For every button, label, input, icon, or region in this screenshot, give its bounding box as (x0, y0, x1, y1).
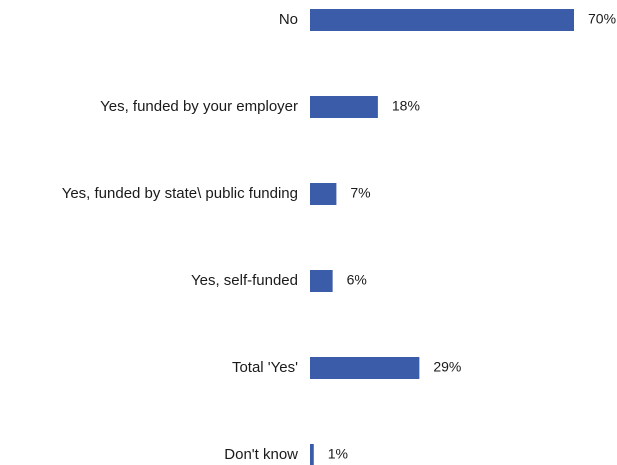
bars-group (310, 9, 574, 465)
category-label-0: No (279, 11, 298, 28)
bar-3 (310, 270, 333, 292)
category-label-5: Don't know (224, 446, 298, 463)
bar-4 (310, 357, 420, 379)
category-labels-group: No Yes, funded by your employer Yes, funde… (62, 11, 298, 463)
bar-1 (310, 96, 378, 118)
bar-5 (310, 444, 314, 465)
bar-2 (310, 183, 337, 205)
value-label-2: 7% (350, 185, 370, 201)
value-label-4: 29% (433, 359, 461, 375)
value-label-5: 1% (328, 446, 348, 462)
category-label-1: Yes, funded by your employer (100, 98, 298, 115)
value-labels-group: 70% 18% 7% 6% 29% 1% (328, 11, 616, 462)
value-label-3: 6% (347, 272, 367, 288)
bar-0 (310, 9, 574, 31)
category-label-3: Yes, self-funded (191, 272, 298, 289)
category-label-2: Yes, funded by state\ public funding (62, 185, 298, 202)
value-label-0: 70% (588, 11, 616, 27)
category-label-4: Total 'Yes' (232, 359, 298, 376)
value-label-1: 18% (392, 98, 420, 114)
